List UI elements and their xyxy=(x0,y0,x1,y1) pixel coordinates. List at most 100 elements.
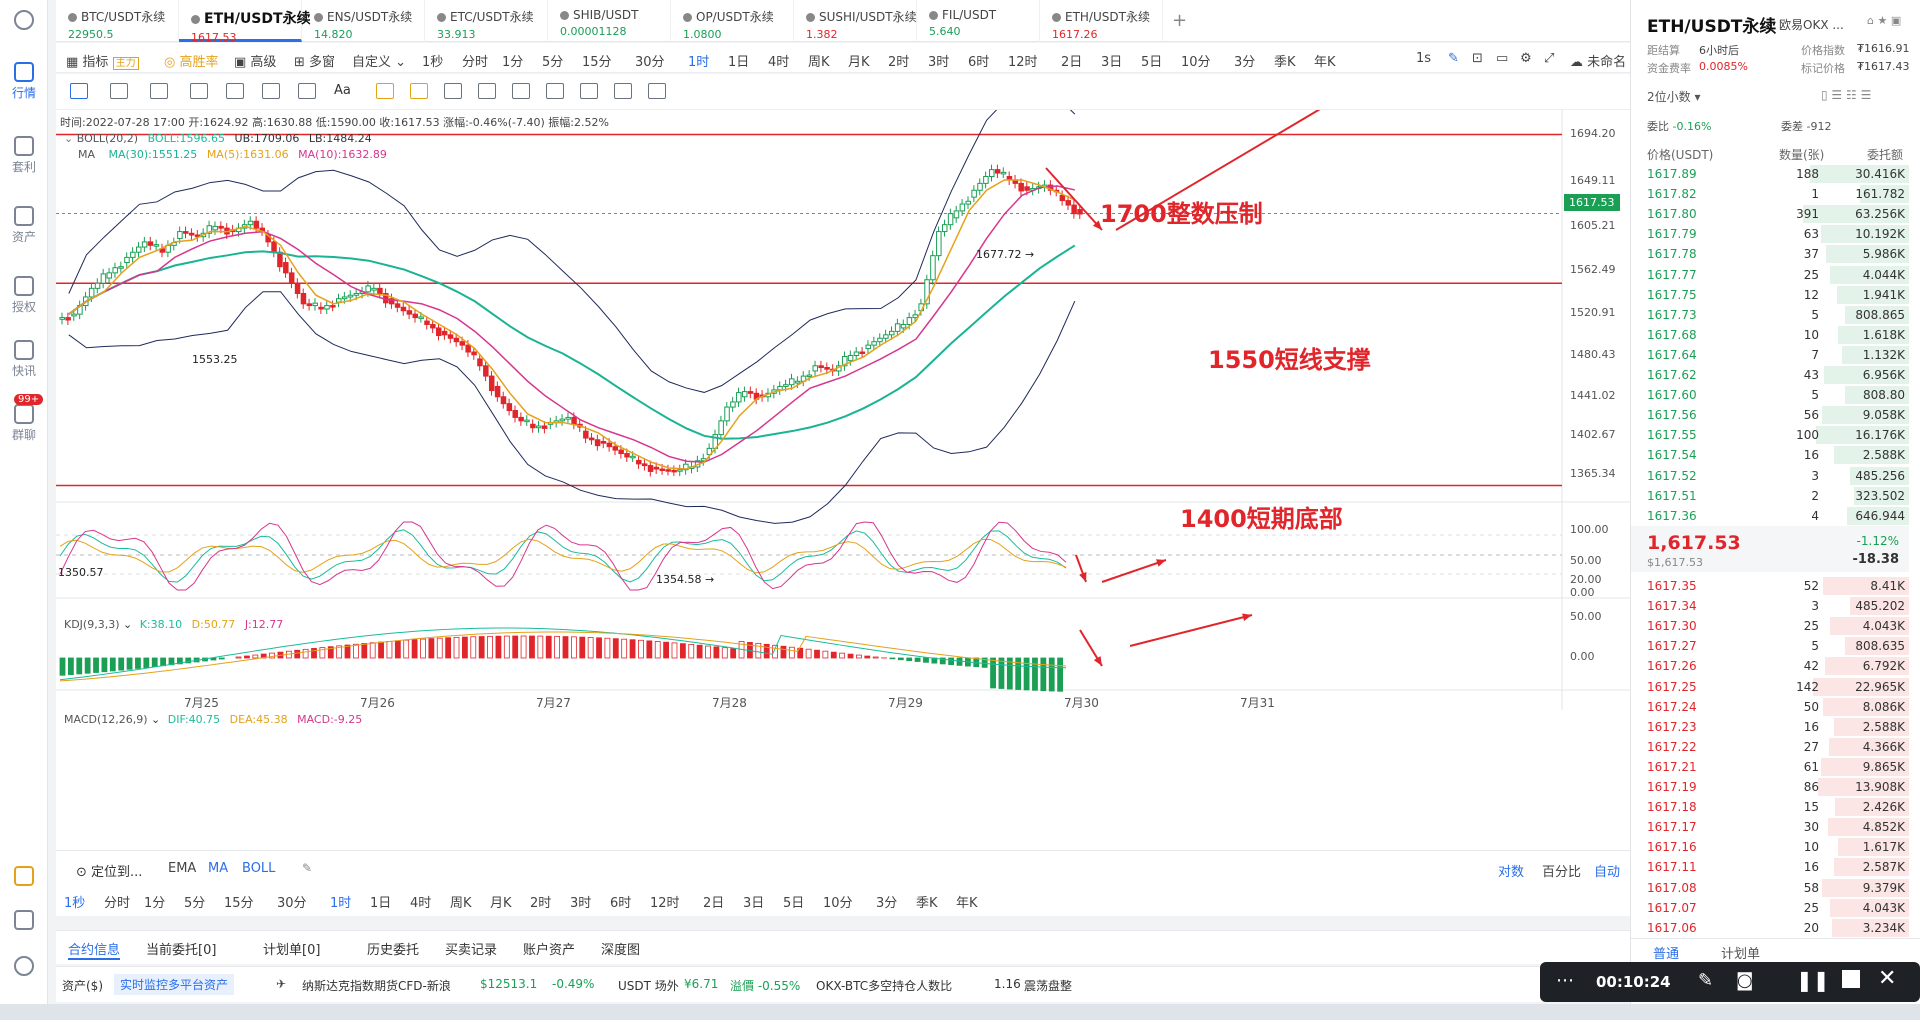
timeframe-15[interactable]: 2日 xyxy=(1061,55,1083,70)
bottom-timeframe-11[interactable]: 2时 xyxy=(530,896,552,911)
timeframe-6[interactable]: 1时 xyxy=(688,55,710,70)
timeframe-2[interactable]: 1分 xyxy=(502,55,524,70)
info-tab-0[interactable]: 合约信息 xyxy=(68,939,121,960)
ema-toggle[interactable]: EMA xyxy=(168,861,197,876)
orderbook-row[interactable]: 1617.75 12 1.941K xyxy=(1631,285,1909,305)
timeframe-7[interactable]: 1日 xyxy=(728,55,750,70)
orderbook-row[interactable]: 1617.52 3 485.256 xyxy=(1631,466,1909,486)
kline-chart[interactable]: 时间:2022-07-28 17:00 开:1624.92 高:1630.88 … xyxy=(56,110,1630,850)
orderbook-row[interactable]: 1617.51 2 323.502 xyxy=(1631,486,1909,506)
info-tab-1[interactable]: 当前委托[0] xyxy=(146,943,217,958)
orderbook-row[interactable]: 1617.16 10 1.617K xyxy=(1631,837,1909,857)
pen-icon[interactable]: ✎ xyxy=(1448,51,1459,66)
symbol-tab[interactable]: FIL/USDT 5.640 xyxy=(917,0,1040,42)
symbol-tab[interactable]: ETC/USDT永续 33.913 xyxy=(425,0,548,42)
timeframe-17[interactable]: 5日 xyxy=(1141,55,1163,70)
trash-icon[interactable] xyxy=(648,83,666,99)
more-icon[interactable]: ⋯ xyxy=(1556,970,1574,991)
tab-normal[interactable]: 普通 xyxy=(1653,943,1680,964)
timeframe-5[interactable]: 30分 xyxy=(635,55,665,70)
timeframe-13[interactable]: 6时 xyxy=(968,55,990,70)
magnet-icon[interactable] xyxy=(376,83,394,99)
lock-icon[interactable] xyxy=(546,83,564,99)
orderbook-row[interactable]: 1617.55 100 16.176K xyxy=(1631,425,1909,445)
pin-icon[interactable]: ✈ xyxy=(276,977,287,991)
nav-market[interactable]: 行情 xyxy=(0,62,48,101)
trendline-icon[interactable] xyxy=(150,83,168,99)
diamond-icon[interactable] xyxy=(0,866,48,888)
orderbook-row[interactable]: 1617.36 4 646.944 xyxy=(1631,506,1909,526)
layout-icon[interactable]: ▭ xyxy=(1496,51,1509,66)
wave-icon[interactable] xyxy=(262,83,280,99)
pen-icon[interactable]: ✎ xyxy=(1698,970,1714,991)
orderbook-row[interactable]: 1617.54 16 2.588K xyxy=(1631,445,1909,465)
ruler-icon[interactable] xyxy=(444,83,462,99)
decimals-dropdown[interactable]: 2位小数 ▾ xyxy=(1647,90,1701,104)
bottom-timeframe-1[interactable]: 分时 xyxy=(104,896,131,911)
settings-icon[interactable] xyxy=(0,956,48,978)
orderbook-row[interactable]: 1617.79 63 10.192K xyxy=(1631,224,1909,244)
orderbook-row[interactable]: 1617.25 142 22.965K xyxy=(1631,677,1909,697)
info-tab-3[interactable]: 历史委托 xyxy=(367,943,420,958)
screenshot-icon[interactable]: ⊡ xyxy=(1472,51,1483,66)
nav-authorize[interactable]: 授权 xyxy=(0,276,48,315)
exchange-label[interactable]: 欧易OKX ... xyxy=(1779,18,1844,32)
nav-group-chat[interactable]: 群聊 99+ xyxy=(0,394,48,443)
parallel-icon[interactable] xyxy=(226,83,244,99)
orderbook-row[interactable]: 1617.23 16 2.588K xyxy=(1631,717,1909,737)
panel-icons[interactable]: ⌂ ★ ▣ xyxy=(1867,14,1902,27)
orderbook-view-icons[interactable]: ▯ ☰ ☷ ☰ xyxy=(1821,88,1872,102)
ray-icon[interactable] xyxy=(110,83,128,99)
auto-scale-button[interactable]: 自动 xyxy=(1594,865,1621,880)
timeframe-16[interactable]: 3日 xyxy=(1101,55,1123,70)
bottom-timeframe-4[interactable]: 15分 xyxy=(224,896,254,911)
orderbook-row[interactable]: 1617.07 25 4.043K xyxy=(1631,898,1909,918)
symbol-tab[interactable]: ENS/USDT永续 14.820 xyxy=(302,0,425,42)
phone-icon[interactable] xyxy=(0,910,48,932)
timeframe-3[interactable]: 5分 xyxy=(542,55,564,70)
tab-plan[interactable]: 计划单 xyxy=(1721,947,1761,962)
bottom-timeframe-8[interactable]: 4时 xyxy=(410,896,432,911)
orderbook-row[interactable]: 1617.60 5 808.80 xyxy=(1631,385,1909,405)
info-tab-6[interactable]: 深度图 xyxy=(601,943,641,958)
symbol-tab[interactable]: OP/USDT永续 1.0800 xyxy=(671,0,794,42)
edit-icon[interactable] xyxy=(614,83,632,99)
log-scale-button[interactable]: 对数 xyxy=(1498,865,1525,880)
bottom-timeframe-17[interactable]: 5日 xyxy=(783,896,805,911)
edit-indicator-icon[interactable]: ✎ xyxy=(302,861,313,875)
timeframe-8[interactable]: 4时 xyxy=(768,55,790,70)
gear-icon[interactable]: ⚙ xyxy=(1520,51,1532,66)
orderbook-row[interactable]: 1617.77 25 4.044K xyxy=(1631,265,1909,285)
info-tab-2[interactable]: 计划单[0] xyxy=(263,943,321,958)
text-icon[interactable]: Aa xyxy=(334,83,351,98)
percent-scale-button[interactable]: 百分比 xyxy=(1542,865,1582,880)
orderbook-row[interactable]: 1617.73 5 808.865 xyxy=(1631,305,1909,325)
orderbook-row[interactable]: 1617.19 86 13.908K xyxy=(1631,777,1909,797)
advanced-button[interactable]: ▣ 高级 xyxy=(234,55,277,70)
bars-icon[interactable] xyxy=(512,83,530,99)
boll-toggle[interactable]: BOLL xyxy=(242,861,276,876)
multi-window-button[interactable]: ⊞ 多窗 xyxy=(294,55,336,70)
orderbook-row[interactable]: 1617.34 3 485.202 xyxy=(1631,596,1909,616)
orderbook-row[interactable]: 1617.21 61 9.865K xyxy=(1631,757,1909,777)
orderbook-row[interactable]: 1617.22 27 4.366K xyxy=(1631,737,1909,757)
timeframe-0[interactable]: 1秒 xyxy=(422,55,444,70)
indicator-button[interactable]: ▦ 指标 主力 xyxy=(66,51,139,70)
orderbook-row[interactable]: 1617.82 1 161.782 xyxy=(1631,184,1909,204)
bottom-timeframe-10[interactable]: 月K xyxy=(490,896,512,911)
orderbook-row[interactable]: 1617.35 52 8.41K xyxy=(1631,576,1909,596)
timeframe-9[interactable]: 周K xyxy=(808,55,830,70)
orderbook-row[interactable]: 1617.08 58 9.379K xyxy=(1631,878,1909,898)
magnet-strong-icon[interactable] xyxy=(410,83,428,99)
timeframe-1[interactable]: 分时 xyxy=(462,55,489,70)
interval-label[interactable]: 1s xyxy=(1416,51,1432,66)
custom-dropdown[interactable]: 自定义 ⌄ xyxy=(352,55,407,70)
bottom-timeframe-5[interactable]: 30分 xyxy=(277,896,307,911)
bottom-timeframe-6[interactable]: 1时 xyxy=(330,896,352,911)
symbol-tab[interactable]: SHIB/USDT 0.00001128 xyxy=(548,0,671,42)
bottom-timeframe-7[interactable]: 1日 xyxy=(370,896,392,911)
bottom-timeframe-0[interactable]: 1秒 xyxy=(64,896,86,911)
bottom-timeframe-9[interactable]: 周K xyxy=(450,896,472,911)
brush-icon[interactable] xyxy=(478,83,496,99)
symbol-tab[interactable]: ETH/USDT永续 1617.53 xyxy=(179,0,311,44)
